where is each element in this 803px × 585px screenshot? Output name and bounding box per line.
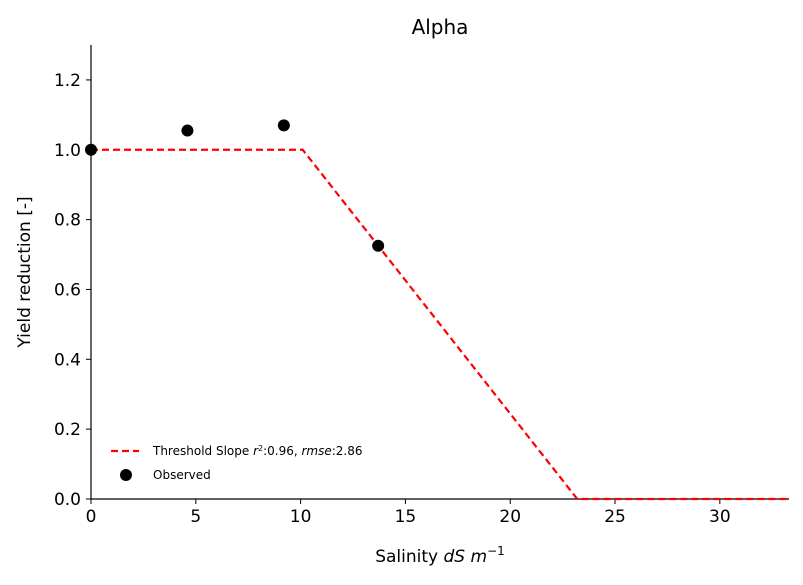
y-axis-ticks: 0.0 0.2 0.4 0.6 0.8 1.0 1.2: [54, 71, 91, 510]
observed-point: [85, 144, 97, 156]
x-tick-label: 5: [190, 507, 201, 527]
y-tick-label: 0.4: [54, 350, 81, 370]
y-tick-label: 1.0: [54, 141, 81, 161]
y-axis-label: Yield reduction [-]: [15, 196, 35, 348]
x-tick-label: 15: [395, 507, 417, 527]
y-tick-label: 0.6: [54, 280, 81, 300]
chart-title: Alpha: [412, 15, 469, 39]
legend-label-observed: Observed: [153, 468, 211, 482]
x-tick-label: 25: [604, 507, 626, 527]
legend-label-threshold-slope: Threshold Slope r2:0.96, rmse:2.86: [152, 444, 363, 458]
x-tick-label: 30: [709, 507, 731, 527]
legend-marker-observed: [120, 469, 132, 481]
y-tick-label: 0.0: [54, 490, 81, 510]
y-tick-label: 1.2: [54, 71, 81, 91]
plot-area: [91, 45, 789, 499]
y-tick-label: 0.8: [54, 211, 81, 231]
x-axis-ticks: 0 5 10 15 20 25 30: [86, 499, 731, 527]
legend: Threshold Slope r2:0.96, rmse:2.86 Obser…: [111, 444, 363, 482]
observed-point: [278, 119, 290, 131]
x-tick-label: 20: [499, 507, 521, 527]
observed-point: [181, 125, 193, 137]
x-axis-label: Salinity dS m−1: [375, 544, 505, 567]
observed-point: [372, 240, 384, 252]
series-layer: [85, 119, 789, 499]
x-tick-label: 0: [86, 507, 97, 527]
y-tick-label: 0.2: [54, 420, 81, 440]
x-tick-label: 10: [290, 507, 312, 527]
